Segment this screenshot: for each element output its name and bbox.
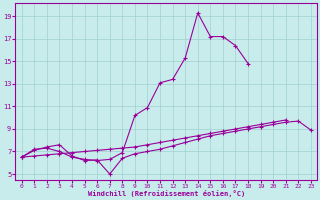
X-axis label: Windchill (Refroidissement éolien,°C): Windchill (Refroidissement éolien,°C) <box>88 190 245 197</box>
